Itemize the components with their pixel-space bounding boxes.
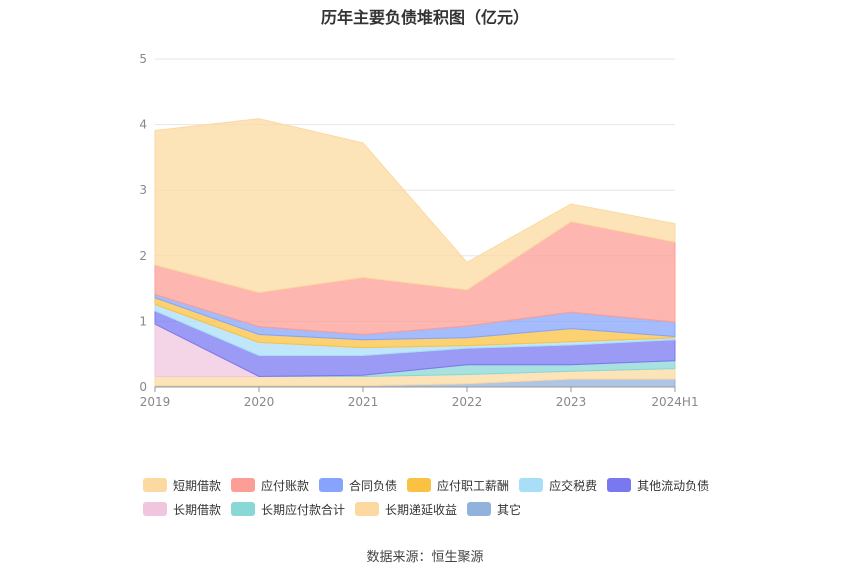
area-series [154, 118, 676, 388]
y-tick-label: 2 [139, 249, 147, 263]
legend-swatch [231, 478, 256, 492]
legend-item[interactable]: 长期递延收益 [355, 501, 457, 518]
legend-item[interactable]: 其他流动负债 [607, 477, 709, 494]
x-tick-label: 2021 [348, 395, 379, 409]
legend-swatch [143, 478, 167, 492]
y-tick-label: 4 [139, 118, 147, 132]
legend-swatch [355, 502, 380, 516]
chart-title: 历年主要负债堆积图（亿元） [320, 8, 529, 27]
legend-item[interactable]: 长期借款 [143, 501, 221, 518]
legend-label: 应付账款 [261, 478, 310, 493]
x-tick-label: 2020 [244, 395, 275, 409]
y-tick-label: 1 [139, 314, 147, 328]
legend-item[interactable]: 应交税费 [519, 477, 597, 494]
legend-item[interactable]: 合同负债 [319, 477, 397, 494]
legend-swatch [143, 502, 167, 516]
stacked-area-chart: 0 1 2 3 4 5 2019 2020 2021 2022 2023 2024H1 [139, 52, 698, 409]
legend-item[interactable]: 其它 [467, 501, 521, 518]
legend: 短期借款 应付账款 合同负债 应付职工薪酬 应交税费 其他流动负债 长期借款 长期应付款合计… [143, 473, 743, 521]
source-note: 数据来源：恒生聚源 [366, 550, 484, 565]
legend-item[interactable]: 应付账款 [231, 477, 309, 494]
legend-swatch [319, 478, 344, 492]
legend-label: 应付职工薪酬 [437, 478, 510, 493]
legend-label: 其他流动负债 [637, 478, 710, 493]
x-tick-label: 2023 [556, 395, 587, 409]
y-tick-label: 3 [139, 183, 147, 197]
legend-swatch [519, 478, 544, 492]
x-tick-label: 2019 [140, 395, 171, 409]
legend-label: 其它 [497, 502, 522, 517]
x-tick-label: 2022 [452, 395, 483, 409]
legend-swatch [607, 478, 632, 492]
x-tick-label: 2024H1 [651, 395, 698, 409]
legend-label: 合同负债 [349, 478, 398, 493]
axes: 0 1 2 3 4 5 2019 2020 2021 2022 2023 2024H1 [139, 52, 698, 409]
legend-label: 长期递延收益 [385, 502, 458, 517]
y-tick-label: 5 [139, 52, 147, 66]
legend-label: 应交税费 [549, 478, 598, 493]
legend-item[interactable]: 长期应付款合计 [231, 501, 345, 518]
legend-swatch [467, 502, 492, 516]
legend-item[interactable]: 短期借款 [143, 477, 221, 494]
y-tick-label: 0 [139, 380, 147, 394]
legend-row-1: 短期借款 应付账款 合同负债 应付职工薪酬 应交税费 其他流动负债 [143, 473, 743, 497]
legend-item[interactable]: 应付职工薪酬 [407, 477, 509, 494]
legend-label: 短期借款 [173, 478, 222, 493]
legend-label: 长期借款 [173, 502, 222, 517]
legend-label: 长期应付款合计 [261, 502, 346, 517]
legend-swatch [407, 478, 432, 492]
legend-swatch [231, 502, 256, 516]
area-短期借款 [154, 118, 676, 294]
legend-row-2: 长期借款 长期应付款合计 长期递延收益 其它 [143, 497, 743, 521]
